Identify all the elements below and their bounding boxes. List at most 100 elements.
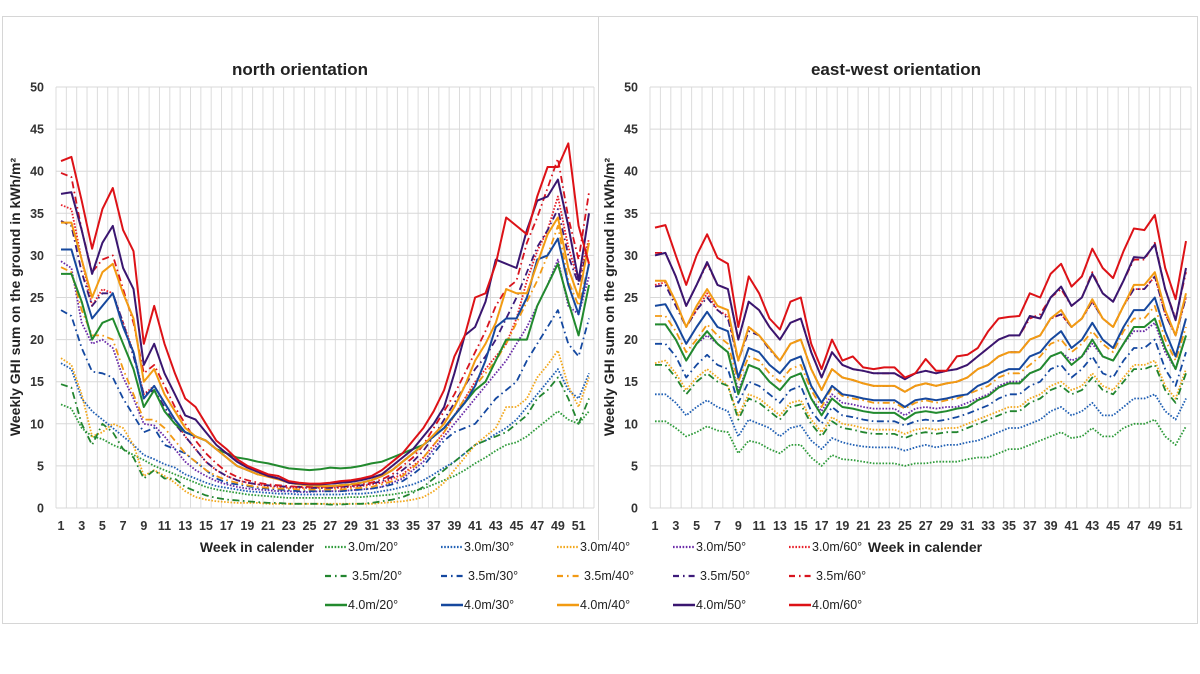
x-tick-label: 25 [898, 519, 912, 533]
x-tick-label: 7 [714, 519, 721, 533]
series-line-4-0m-40- [61, 216, 590, 488]
x-tick-label: 49 [1148, 519, 1162, 533]
legend-label: 4.0m/30° [464, 598, 514, 612]
x-tick-label: 3 [672, 519, 679, 533]
x-tick-label: 33 [385, 519, 399, 533]
x-tick-label: 23 [282, 519, 296, 533]
x-tick-label: 13 [178, 519, 192, 533]
legend-label: 3.5m/50° [700, 569, 750, 583]
series-line-3-5m-20- [60, 376, 590, 506]
x-tick-label: 3 [78, 519, 85, 533]
x-tick-label: 11 [158, 519, 171, 533]
x-tick-label: 31 [960, 519, 974, 533]
x-tick-label: 39 [447, 519, 461, 533]
x-tick-label: 9 [735, 519, 742, 533]
y-tick-label: 5 [631, 459, 638, 473]
x-tick-label: 51 [1169, 519, 1183, 533]
chart-title: east-west orientation [811, 60, 981, 79]
x-tick-label: 17 [220, 519, 234, 533]
series-line-3-0m-40- [654, 359, 1187, 435]
y-tick-label: 35 [30, 207, 44, 221]
y-tick-label: 0 [37, 502, 44, 516]
x-tick-label: 15 [794, 519, 808, 533]
legend-item: 3.0m/30° [441, 540, 514, 554]
chart-title: north orientation [232, 60, 368, 79]
series-line-4-0m-30- [654, 296, 1187, 408]
legend: 3.0m/20° 3.0m/30° 3.0m/40° 3.0m/50° 3.0m/60°… [325, 540, 866, 612]
legend-item: 3.0m/50° [673, 540, 746, 554]
series-line-3-0m-50- [655, 321, 1187, 417]
legend-label: 3.0m/20° [348, 540, 398, 554]
legend-label: 3.0m/40° [580, 540, 630, 554]
x-tick-label: 25 [303, 519, 317, 533]
x-tick-label: 39 [1044, 519, 1058, 533]
y-tick-label: 15 [30, 375, 44, 389]
series-line-3-5m-50- [60, 208, 590, 489]
x-tick-label: 43 [1085, 519, 1099, 533]
x-tick-label: 41 [468, 519, 482, 533]
y-tick-label: 30 [624, 249, 638, 263]
series-lines [654, 214, 1187, 467]
legend-label: 4.0m/60° [812, 598, 862, 612]
series-line-3-5m-40- [655, 304, 1187, 410]
legend-label: 3.5m/20° [352, 569, 402, 583]
legend-item: 3.0m/60° [789, 540, 862, 554]
y-tick-label: 0 [631, 502, 638, 516]
series-line-3-0m-20- [655, 418, 1187, 467]
series-line-4-0m-40- [655, 271, 1187, 393]
chart-north-orientation: north orientation Weekly GHI sum on the … [7, 60, 595, 555]
y-tick-label: 15 [624, 375, 638, 389]
legend-item: 3.5m/20° [325, 569, 402, 583]
legend-item: 3.5m/30° [441, 569, 518, 583]
legend-label: 4.0m/20° [348, 598, 398, 612]
gridlines [55, 86, 595, 509]
x-tick-label: 37 [1023, 519, 1037, 533]
chart-east-west-orientation: east-west orientation Weekly GHI sum on … [601, 60, 1192, 555]
legend-label: 4.0m/50° [696, 598, 746, 612]
y-tick-label: 50 [624, 81, 638, 95]
legend-item: 3.5m/50° [673, 569, 750, 583]
x-tick-label: 23 [877, 519, 891, 533]
x-tick-label: 43 [489, 519, 503, 533]
x-tick-label: 35 [1002, 519, 1016, 533]
x-tick-label: 9 [140, 519, 147, 533]
x-tick-label: 27 [919, 519, 933, 533]
x-tick-label: 1 [58, 519, 65, 533]
series-line-4-0m-50- [654, 243, 1187, 381]
legend-label: 3.0m/50° [696, 540, 746, 554]
x-axis-label: Week in calender [200, 539, 315, 555]
series-line-3-0m-50- [60, 258, 590, 493]
legend-item: 3.0m/20° [325, 540, 398, 554]
y-tick-label: 25 [30, 291, 44, 305]
x-tick-label: 45 [510, 519, 524, 533]
x-tick-label: 29 [344, 519, 358, 533]
series-line-4-0m-20- [655, 317, 1187, 421]
legend-label: 3.5m/40° [584, 569, 634, 583]
legend-label: 3.5m/30° [468, 569, 518, 583]
x-tick-label: 11 [753, 519, 766, 533]
y-tick-label: 50 [30, 81, 44, 95]
legend-label: 3.5m/60° [816, 569, 866, 583]
y-tick-label: 35 [624, 207, 638, 221]
y-tick-label: 40 [624, 165, 638, 179]
legend-label: 3.0m/30° [464, 540, 514, 554]
x-tick-label: 35 [406, 519, 420, 533]
y-tick-label: 20 [30, 333, 44, 347]
x-tick-label: 21 [261, 519, 275, 533]
series-line-4-0m-20- [61, 262, 590, 472]
x-tick-label: 5 [693, 519, 700, 533]
series-line-4-0m-60- [60, 142, 590, 485]
x-tick-label: 15 [199, 519, 213, 533]
x-tick-label: 47 [1127, 519, 1141, 533]
x-tick-label: 51 [572, 519, 586, 533]
legend-item: 4.0m/40° [557, 598, 630, 612]
y-tick-label: 10 [30, 417, 44, 431]
x-tick-label: 31 [365, 519, 379, 533]
y-tick-label: 10 [624, 417, 638, 431]
y-tick-label: 40 [30, 165, 44, 179]
legend-item: 4.0m/30° [441, 598, 514, 612]
legend-item: 4.0m/60° [789, 598, 862, 612]
y-tick-label: 30 [30, 249, 44, 263]
legend-label: 4.0m/40° [580, 598, 630, 612]
